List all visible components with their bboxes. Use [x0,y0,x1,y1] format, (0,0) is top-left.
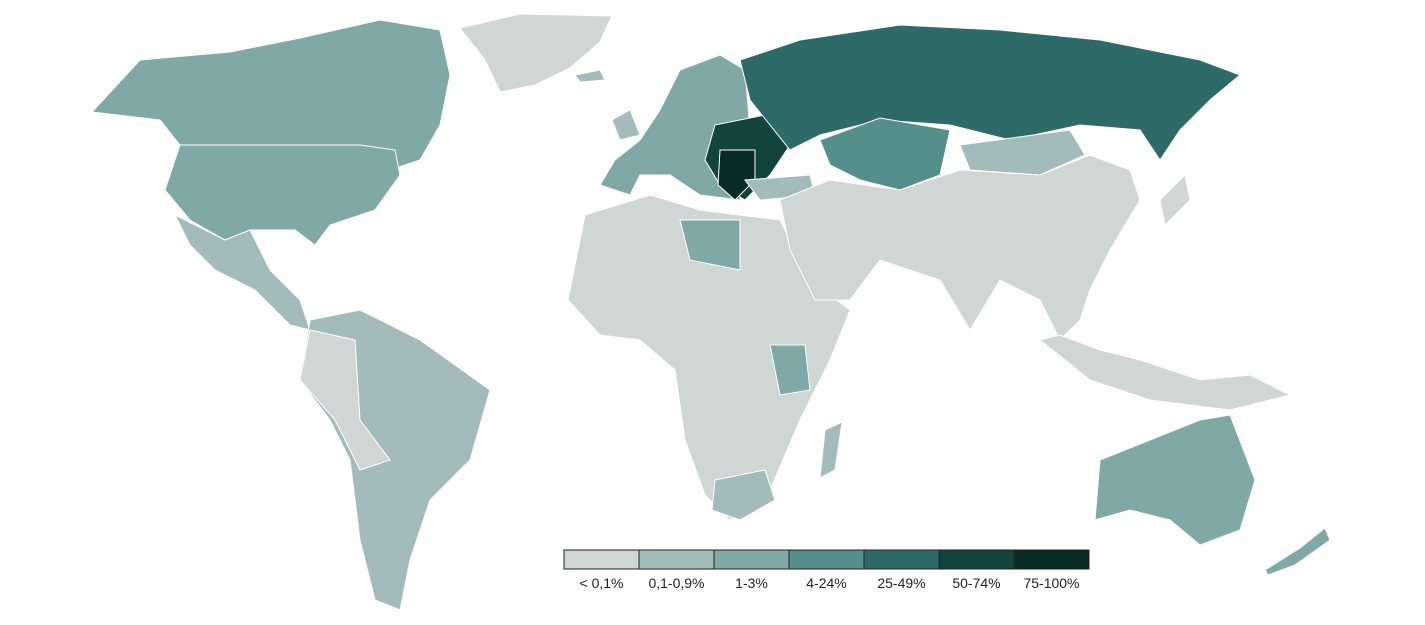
new-zealand [1264,527,1331,576]
russia [739,24,1241,161]
legend-swatch [713,549,790,570]
legend-label: 50-74% [952,575,1000,591]
legend-label: 75-100% [1023,575,1079,591]
mongolia [959,129,1086,176]
australia [1094,414,1256,546]
usa [164,144,401,246]
asia [779,154,1141,341]
greenland [459,13,613,93]
legend-swatch [788,549,865,570]
kenya [769,344,811,396]
madagascar [819,421,843,479]
indonesia [1038,334,1292,411]
legend-label: < 0,1% [580,575,624,591]
balkans [717,149,756,201]
legend-swatch [1013,549,1090,570]
legend-swatch [863,549,940,570]
kazakhstan [819,117,951,191]
legend-swatch [638,549,715,570]
legend-label: 0,1-0,9% [648,575,704,591]
iceland [574,69,606,83]
map-land [90,13,1331,611]
legend-label: 4-24% [806,575,846,591]
andes [299,329,391,471]
legend-swatch [563,549,640,570]
legend: < 0,1% 0,1-0,9% 1-3% 4-24% 25-49% 50-74% 75-10… [563,549,1090,591]
legend-label: 25-49% [877,575,925,591]
japan [1159,173,1191,227]
libya [679,219,741,271]
uk [611,109,641,141]
legend-swatch [938,549,1015,570]
legend-label: 1-3% [735,575,768,591]
south-africa [711,469,776,521]
